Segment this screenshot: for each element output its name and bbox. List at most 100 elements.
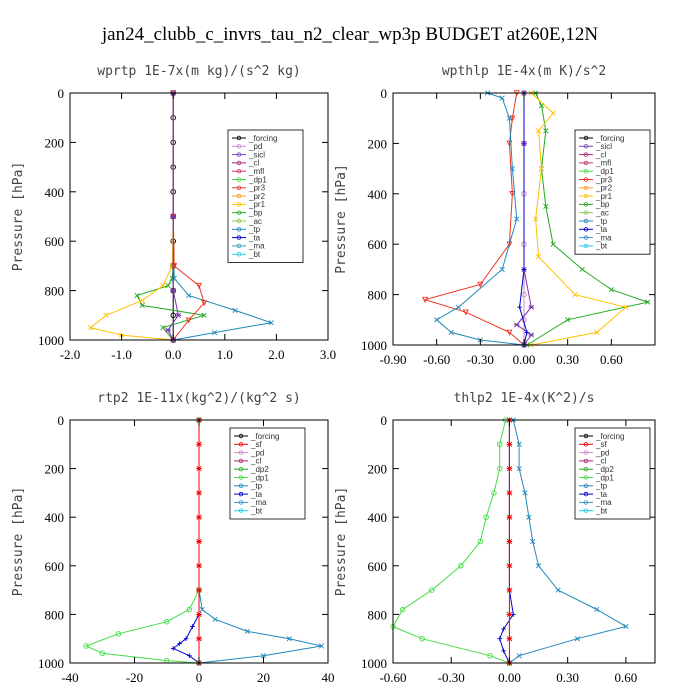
legend-entry: _mfl xyxy=(232,167,264,176)
panel-title: rtp2 1E-11x(kg^2)/(kg^2 s) xyxy=(97,391,301,406)
legend-label: _cl xyxy=(595,457,606,466)
data-point xyxy=(623,304,629,310)
legend-entry: _pd xyxy=(579,448,609,457)
data-point xyxy=(195,282,203,289)
legend-label: _bt xyxy=(250,507,263,516)
data-point xyxy=(522,490,528,496)
legend: _forcing_sicl_cl_mfl_dp1_pr3_pr2_pr1_bp_… xyxy=(574,129,651,255)
legend-entry: _ma xyxy=(232,242,265,251)
legend-label: _ac xyxy=(248,217,262,226)
x-tick-label: 20 xyxy=(257,670,270,685)
data-point xyxy=(183,636,189,641)
y-tick-label: 200 xyxy=(368,462,388,477)
legend-entry: _ac xyxy=(232,217,262,226)
data-point xyxy=(506,587,513,593)
data-point xyxy=(177,641,182,646)
data-point xyxy=(268,320,274,326)
x-tick-label: 0.60 xyxy=(615,670,638,685)
legend-entry: _tp xyxy=(234,482,263,491)
legend-entry: _cl xyxy=(579,150,606,159)
x-tick-label: -20 xyxy=(126,670,143,685)
legend: _forcing_sf_pd_cl_dp2_dp1_tp_ta_ma_bt xyxy=(574,427,651,520)
data-point xyxy=(165,327,171,333)
data-point xyxy=(516,465,522,472)
data-point xyxy=(521,291,527,298)
data-point xyxy=(528,304,535,310)
data-point xyxy=(139,297,145,304)
series-line xyxy=(84,420,200,664)
data-point xyxy=(521,267,527,272)
legend-entry: _ma xyxy=(579,498,612,507)
data-point xyxy=(533,216,539,222)
legend-entry: _sicl xyxy=(232,150,265,159)
series-line xyxy=(530,92,627,346)
y-tick-label: 0 xyxy=(58,413,65,428)
legend-entry: _dp1 xyxy=(579,473,614,482)
data-point xyxy=(83,643,89,649)
data-point xyxy=(196,490,202,496)
data-point xyxy=(170,213,176,220)
data-point xyxy=(538,165,545,172)
data-point xyxy=(535,254,542,260)
legend-label: _ma xyxy=(595,233,612,242)
data-point xyxy=(139,302,145,309)
data-point xyxy=(623,623,629,630)
data-point xyxy=(501,648,506,654)
data-point xyxy=(491,490,497,496)
data-point xyxy=(497,636,503,641)
data-point xyxy=(594,606,600,613)
data-point xyxy=(506,465,513,472)
data-point xyxy=(196,636,202,642)
legend-label: _ma xyxy=(595,498,612,507)
legend-label: _dp1 xyxy=(250,473,269,482)
x-tick-label: -1.0 xyxy=(111,347,132,362)
chart-panel-1: wprtp 1E-7x(m kg)/(s^2 kg) Pressure [hPa]… xyxy=(11,64,336,362)
legend-entry: _pd xyxy=(232,142,262,151)
legend-label: _dp1 xyxy=(248,175,267,184)
data-point xyxy=(496,441,503,448)
data-point xyxy=(524,330,530,335)
legend-entry: _forcing xyxy=(234,432,279,441)
data-point xyxy=(170,312,176,319)
y-tick-label: 800 xyxy=(368,288,388,303)
legend-entry: _pr3 xyxy=(232,184,266,193)
legend-entry: _bt xyxy=(579,242,608,251)
y-tick-label: 800 xyxy=(45,607,65,622)
y-tick-label: 200 xyxy=(45,135,65,150)
series-line xyxy=(172,420,200,664)
y-tick-label: 400 xyxy=(368,187,388,202)
legend-entry: _tp xyxy=(579,482,608,491)
data-point xyxy=(526,514,532,520)
data-point xyxy=(483,514,489,520)
legend-label: _ta xyxy=(595,225,608,234)
legend-entry: _bt xyxy=(234,507,263,516)
x-tick-label: 2.0 xyxy=(268,347,284,362)
data-point xyxy=(458,563,464,569)
legend-label: _ma xyxy=(248,242,265,251)
x-tick-label: -0.60 xyxy=(423,352,450,367)
data-point xyxy=(509,115,516,122)
legend-label: _tp xyxy=(248,225,261,234)
data-point xyxy=(506,441,513,447)
legend-entry: _pr2 xyxy=(232,192,266,201)
legend-label: _ta xyxy=(595,490,608,499)
legend-entry: _bp xyxy=(232,209,263,218)
data-point xyxy=(88,325,94,331)
data-point xyxy=(487,652,493,659)
data-point xyxy=(455,304,462,310)
data-point xyxy=(477,538,484,545)
data-point xyxy=(535,563,542,569)
legend-entry: _ta xyxy=(579,490,608,499)
legend-label: _sf xyxy=(595,440,607,449)
legend-label: _dp1 xyxy=(595,473,614,482)
data-point xyxy=(196,587,202,593)
data-point xyxy=(555,587,561,593)
data-point xyxy=(645,299,651,305)
legend-entry: _forcing xyxy=(232,134,277,143)
y-tick-label: 200 xyxy=(45,462,65,477)
legend-label: _cl xyxy=(250,457,261,466)
legend-entry: _mfl xyxy=(579,159,611,168)
legend-label: _pr3 xyxy=(595,175,613,184)
legend-label: _cl xyxy=(595,150,606,159)
legend-entry: _sf xyxy=(234,440,262,449)
